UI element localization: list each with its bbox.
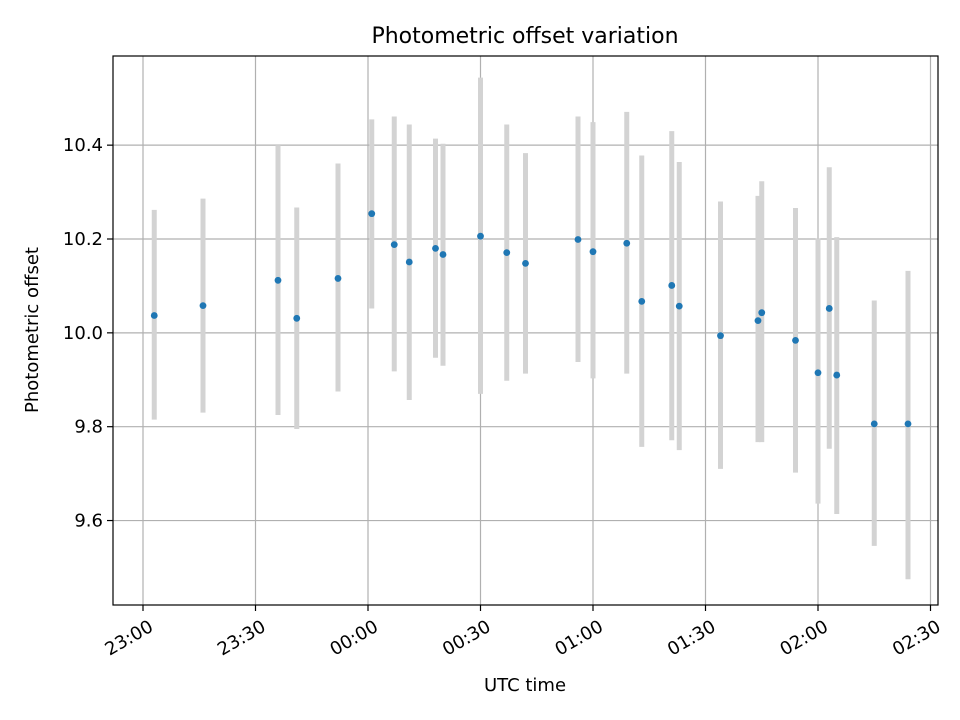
data-point	[477, 232, 484, 240]
data-point	[758, 309, 766, 317]
data-point	[522, 260, 529, 267]
data-point	[439, 251, 447, 258]
y-tick-label: 10.4	[63, 135, 103, 156]
data-point	[432, 244, 439, 252]
y-tick-label: 10.0	[63, 323, 103, 344]
data-point	[675, 302, 683, 310]
data-point	[334, 275, 342, 282]
data-point	[754, 317, 762, 325]
data-point	[668, 282, 676, 289]
data-point	[390, 241, 398, 249]
data-point	[717, 332, 724, 340]
data-point	[574, 236, 582, 243]
data-point	[405, 258, 413, 266]
chart-title: Photometric offset variation	[371, 24, 678, 49]
data-points	[150, 210, 912, 428]
y-tick-label: 9.8	[74, 417, 103, 438]
data-point	[589, 248, 597, 256]
data-point	[825, 305, 833, 312]
y-tick-label: 9.6	[74, 511, 103, 532]
y-tick-label: 10.2	[63, 229, 103, 250]
data-point	[274, 276, 282, 284]
data-point	[792, 336, 799, 344]
data-point	[870, 420, 878, 428]
data-point	[623, 239, 631, 247]
plot-frame	[112, 55, 939, 606]
data-point	[833, 371, 841, 379]
x-axis-label: UTC time	[484, 675, 566, 696]
data-point	[904, 420, 912, 428]
y-axis-label: Photometric offset	[22, 247, 43, 413]
data-point	[368, 210, 376, 218]
data-point	[293, 314, 301, 322]
y-axis-ticks: 9.6 9.8 10.0 10.2 10.4	[63, 135, 113, 532]
data-point	[150, 312, 158, 319]
data-point	[638, 298, 646, 305]
data-point	[814, 369, 822, 377]
data-point	[199, 302, 207, 310]
data-point	[503, 249, 511, 257]
